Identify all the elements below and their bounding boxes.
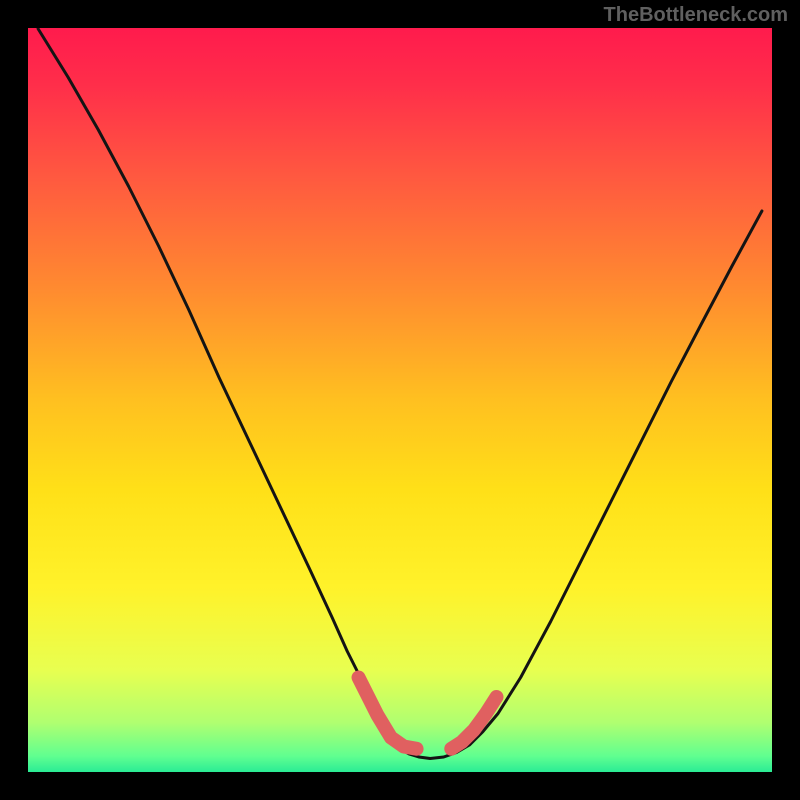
watermark-text: TheBottleneck.com — [604, 4, 788, 27]
bottleneck-chart — [0, 0, 800, 800]
chart-container: TheBottleneck.com — [0, 0, 800, 800]
chart-background — [23, 25, 777, 775]
